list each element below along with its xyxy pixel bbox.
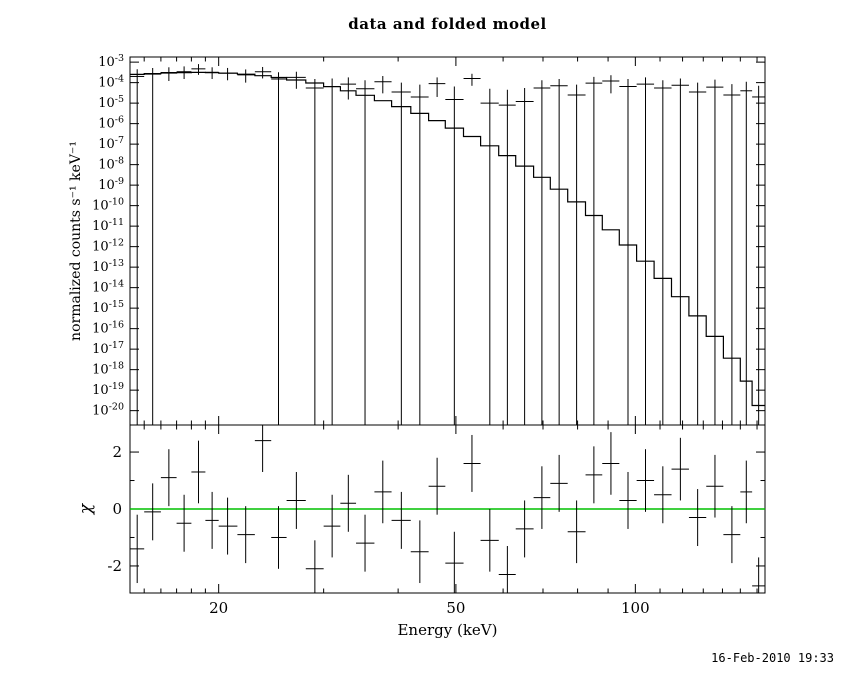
y-tick-label: 10-10: [92, 197, 124, 214]
plot-title: data and folded model: [348, 15, 547, 33]
y-tick-label: 10-17: [92, 340, 124, 357]
y-tick-label: 10-16: [92, 320, 124, 337]
y-axis-label-chi: χ: [76, 503, 96, 515]
x-tick-label: 50: [446, 599, 465, 617]
y-tick-label: 10-13: [92, 258, 124, 275]
timestamp: 16-Feb-2010 19:33: [711, 651, 834, 665]
y-tick-label: 10-8: [98, 156, 124, 173]
y-tick-label: 10-14: [92, 279, 124, 296]
x-axis-label: Energy (keV): [397, 621, 498, 639]
y-tick-label: 10-15: [92, 299, 124, 316]
plot-frame: [129, 56, 766, 594]
tick-labels: 20 50 10010-310-410-510-610-710-810-910-10…: [92, 53, 650, 617]
y-tick-label: 10-7: [98, 135, 124, 152]
spectrum-data-points: [130, 64, 765, 425]
y-tick-label: 10-9: [98, 176, 124, 193]
y-tick-label: 10-20: [92, 402, 124, 419]
y-axis-label-counts: normalized counts s⁻¹ keV⁻¹: [68, 141, 84, 341]
y-tick-label: 10-19: [92, 381, 124, 398]
y-tick-label: 10-11: [92, 217, 124, 234]
y-tick-label: 10-3: [98, 53, 124, 70]
chi-tick-label: 0: [112, 500, 122, 518]
model-histogram: [130, 71, 765, 407]
chi-tick-label: -2: [107, 557, 122, 575]
y-tick-label: 10-6: [98, 115, 124, 132]
axis-ticks: [130, 57, 765, 593]
y-tick-label: 10-12: [92, 238, 124, 255]
x-tick-label: 20: [209, 599, 228, 617]
residual-data-points: [130, 425, 765, 593]
chi-tick-label: 2: [112, 443, 122, 461]
y-tick-label: 10-18: [92, 361, 124, 378]
y-tick-label: 10-5: [98, 94, 124, 111]
x-tick-label: 100: [621, 599, 650, 617]
y-tick-label: 10-4: [98, 74, 124, 91]
